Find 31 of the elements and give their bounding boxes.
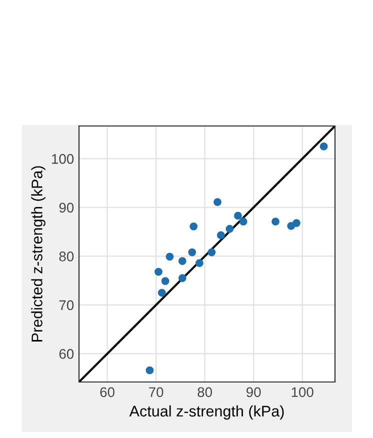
x-axis-title: Actual z-strength (kPa) (129, 405, 284, 420)
point (188, 248, 196, 256)
point (178, 257, 186, 266)
point (239, 218, 248, 226)
point (146, 366, 154, 374)
point (158, 288, 166, 297)
point (234, 212, 242, 220)
y-tick-label: 60 (59, 349, 74, 359)
x-tick-label: 100 (292, 387, 314, 398)
y-tick-label: 100 (52, 154, 74, 164)
x-tick-label: 60 (100, 387, 114, 398)
point (320, 142, 328, 150)
x-tick-label: 90 (246, 387, 261, 398)
y-tick-label: 80 (59, 252, 74, 262)
y-tick-label: 90 (59, 202, 74, 213)
x-tick-label: 70 (149, 387, 164, 398)
y-axis-title: Predicted z-strength (kPa) (31, 166, 46, 342)
x-tick-label: 80 (198, 387, 212, 398)
point (226, 224, 234, 233)
point (154, 268, 162, 276)
point (190, 222, 198, 230)
point (214, 198, 222, 206)
point (216, 231, 225, 240)
point (272, 218, 280, 226)
point (166, 252, 174, 261)
point (208, 248, 216, 256)
point (161, 277, 170, 286)
point (178, 274, 186, 282)
y-tick-label: 70 (59, 300, 74, 310)
point (292, 219, 300, 227)
point (195, 259, 204, 267)
